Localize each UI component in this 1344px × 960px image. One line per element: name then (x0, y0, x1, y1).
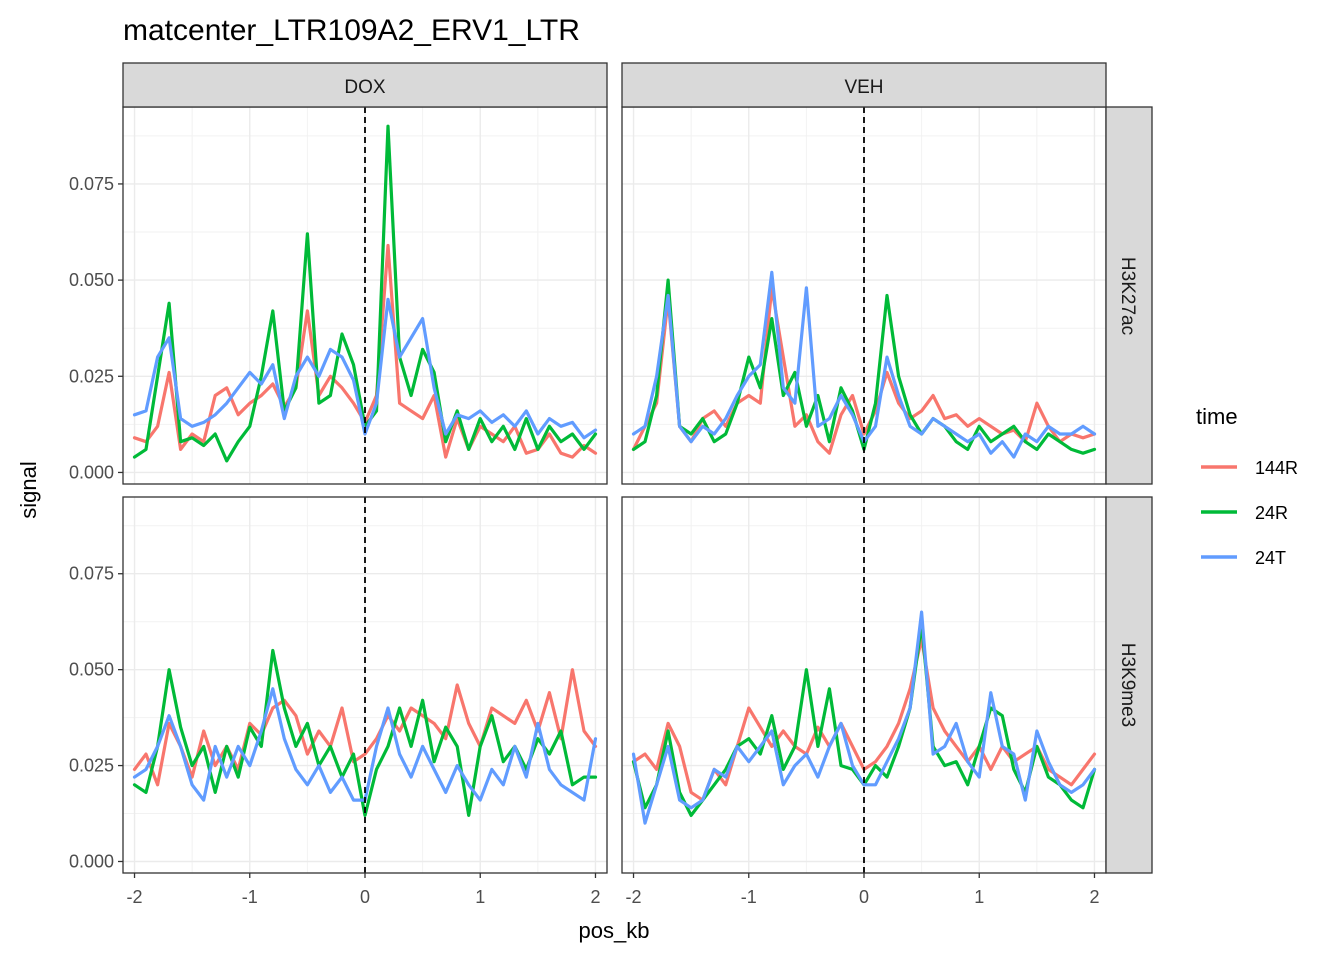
axes-group: 0.000 0.025 0.050 0.075 0.000 0.025 0.050 0.075… (69, 174, 1100, 907)
x-tick-label: -1 (242, 887, 258, 907)
strip-dox (122, 62, 608, 108)
series-line-144r (132, 668, 598, 787)
panel-dox-h3k27ac (122, 106, 608, 485)
x-tick-label: -2 (626, 887, 642, 907)
strip-label-h3k27ac: H3K27ac (1117, 257, 1138, 335)
strip-h3k9me3 (1105, 496, 1153, 874)
y-tick-label: 0.075 (69, 174, 114, 194)
strip-label-veh: VEH (844, 77, 883, 98)
y-tick-label: 0.050 (69, 660, 114, 680)
strip-veh (621, 62, 1107, 108)
legend-label-24r: 24R (1255, 503, 1288, 523)
series-line-24t (132, 297, 598, 440)
x-tick-label: 0 (360, 887, 370, 907)
series-line-24t (631, 610, 1097, 825)
panel-veh-h3k9me3 (621, 496, 1107, 874)
legend-title: time (1196, 404, 1238, 429)
x-tick-label: 2 (590, 887, 600, 907)
y-tick-label: 0.000 (69, 462, 114, 482)
panel-dox-h3k9me3 (122, 496, 608, 874)
x-tick-label: -1 (741, 887, 757, 907)
y-tick-label: 0.050 (69, 270, 114, 290)
y-tick-label: 0.025 (69, 756, 114, 776)
x-tick-label: 1 (974, 887, 984, 907)
legend: time 144R 24R 24T (1196, 404, 1298, 568)
x-tick-label: 0 (859, 887, 869, 907)
legend-label-24t: 24T (1255, 548, 1286, 568)
strip-h3k27ac (1105, 106, 1153, 485)
y-axis-title: signal (16, 461, 41, 518)
y-tick-label: 0.000 (69, 851, 114, 871)
y-tick-label: 0.075 (69, 564, 114, 584)
strip-label-h3k9me3: H3K9me3 (1117, 643, 1138, 728)
facet-strips: DOX VEH H3K27ac H3K9me3 (122, 62, 1153, 874)
x-tick-label: 1 (475, 887, 485, 907)
x-tick-label: -2 (127, 887, 143, 907)
series-line-24r (132, 124, 598, 463)
y-tick-label: 0.025 (69, 366, 114, 386)
x-tick-label: 2 (1089, 887, 1099, 907)
strip-label-dox: DOX (344, 77, 386, 98)
panels-group (122, 106, 1107, 874)
panel-veh-h3k27ac (621, 106, 1107, 485)
legend-label-144r: 144R (1255, 458, 1298, 478)
x-axis-title: pos_kb (579, 918, 650, 943)
chart-title: matcenter_LTR109A2_ERV1_LTR (123, 14, 580, 47)
